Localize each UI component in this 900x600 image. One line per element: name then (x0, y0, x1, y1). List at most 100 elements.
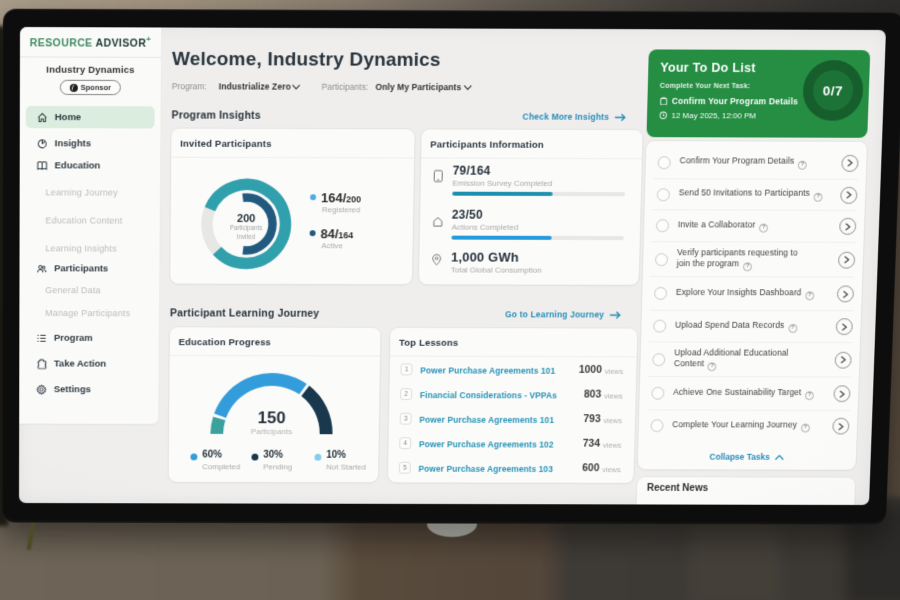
task-row[interactable]: Send 50 Invitations to Participants? (652, 178, 858, 210)
sidebar-item-home[interactable]: Home (25, 105, 155, 129)
task-go-button[interactable] (835, 318, 853, 336)
collapse-tasks-link[interactable]: Collapse Tasks (638, 452, 856, 462)
sidebar-item-program[interactable]: Program (25, 327, 153, 349)
task-row[interactable]: Complete Your Learning Journey? (646, 409, 850, 442)
task-row[interactable]: Invite a Collaborator? (651, 209, 857, 242)
task-go-button[interactable] (832, 417, 850, 435)
donut-caption-1: Participants (229, 224, 263, 233)
consumption-label: Total Global Consumption (450, 265, 542, 275)
task-checkbox[interactable] (654, 252, 669, 266)
task-checkbox[interactable] (654, 286, 668, 300)
go-to-learning-journey-link[interactable]: Go to Learning Journey (504, 309, 621, 320)
task-go-button[interactable] (837, 251, 856, 269)
help-icon[interactable]: ? (805, 391, 815, 401)
help-icon[interactable]: ? (813, 192, 823, 202)
program-filter-label: Program: (171, 81, 207, 92)
task-checkbox[interactable] (657, 155, 671, 169)
task-row[interactable]: Verify participants requesting to join t… (650, 241, 856, 277)
lesson-rank: 1 (400, 363, 413, 376)
task-row[interactable]: Achieve One Sustainability Target? (647, 375, 851, 410)
task-row[interactable]: Confirm Your Program Details? (653, 146, 859, 179)
task-text: Explore Your Insights Dashboard (675, 286, 802, 297)
task-row[interactable]: Upload Spend Data Records? (648, 309, 854, 342)
task-label: Complete Your Learning Journey? (672, 419, 810, 433)
task-row[interactable]: Upload Additional Educational Content? (648, 341, 853, 377)
task-checkbox[interactable] (656, 187, 670, 201)
program-filter-value[interactable]: Industrialize Zero (218, 80, 291, 92)
sidebar-item-participants[interactable]: Participants (25, 257, 153, 279)
task-go-button[interactable] (839, 217, 857, 235)
not-started-dot (314, 453, 322, 461)
participants-filter-value[interactable]: Only My Participants (375, 81, 462, 92)
lesson-link[interactable]: Power Purchase Agreements 101 (420, 365, 556, 376)
help-icon[interactable]: ? (707, 362, 717, 372)
task-checkbox[interactable] (652, 352, 666, 366)
lesson-link[interactable]: Power Purchase Agreements 102 (418, 439, 554, 450)
chevron-right-icon (841, 323, 848, 331)
program-icon (36, 332, 47, 343)
task-go-button[interactable] (834, 351, 852, 369)
app-logo[interactable]: RESOURCE ADVISOR+ (20, 34, 161, 50)
lesson-link[interactable]: Power Purchase Agreements 101 (419, 414, 555, 425)
lesson-link[interactable]: Power Purchase Agreements 103 (418, 463, 554, 474)
task-label: Send 50 Invitations to Participants? (678, 187, 823, 202)
sidebar-item-label: Insights (54, 137, 92, 149)
task-label: Explore Your Insights Dashboard? (676, 287, 815, 301)
sidebar-item-education[interactable]: Education (26, 154, 155, 176)
help-icon[interactable]: ? (742, 262, 753, 272)
task-text: Achieve One Sustainability Target (673, 386, 802, 397)
chevron-down-icon[interactable] (292, 84, 301, 91)
sidebar-item-settings[interactable]: Settings (25, 378, 153, 400)
sidebar-item-learning-journey[interactable]: Learning Journey (45, 187, 118, 198)
task-text: Send 50 Invitations to Participants (678, 187, 810, 198)
sidebar-item-label: Participants (54, 262, 109, 274)
donut-total: 200 (237, 213, 256, 226)
sponsor-badge[interactable]: Sponsor (59, 79, 121, 96)
lesson-views-caption: views (603, 416, 623, 426)
sponsor-label: Sponsor (80, 82, 112, 93)
task-go-button[interactable] (841, 154, 859, 172)
task-go-button[interactable] (833, 385, 851, 403)
task-go-button[interactable] (840, 186, 858, 204)
card-divider (421, 157, 642, 160)
task-row[interactable]: Explore Your Insights Dashboard? (649, 276, 855, 311)
task-go-button[interactable] (836, 285, 855, 303)
participants-information-card: Participants Information 79/164 Emission… (418, 129, 643, 285)
link-label: Go to Learning Journey (504, 309, 605, 320)
chevron-up-icon (775, 453, 785, 460)
sidebar-item-education-content[interactable]: Education Content (45, 215, 123, 226)
task-checkbox[interactable] (651, 386, 665, 400)
sidebar-item-manage-participants[interactable]: Manage Participants (45, 308, 131, 319)
arrow-right-icon (614, 112, 626, 121)
lesson-views-caption: views (602, 465, 621, 475)
lesson-rank: 2 (400, 388, 413, 400)
sidebar-item-insights[interactable]: Insights (26, 132, 155, 155)
lesson-rank: 5 (398, 461, 411, 474)
task-checkbox[interactable] (655, 219, 670, 233)
card-title: Participants Information (430, 139, 544, 151)
pending-pct: 30% (263, 449, 284, 461)
sidebar-item-general-data[interactable]: General Data (45, 285, 101, 296)
check-more-insights-link[interactable]: Check More Insights (522, 112, 626, 122)
lesson-link[interactable]: Financial Considerations - VPPAs (419, 390, 558, 401)
donut-center-label: 200 Participants Invited (216, 213, 276, 242)
sidebar-item-take-action[interactable]: Take Action (25, 353, 153, 375)
chevron-right-icon (844, 222, 851, 230)
help-icon[interactable]: ? (797, 160, 808, 170)
help-icon[interactable]: ? (800, 424, 810, 433)
task-checkbox[interactable] (653, 319, 667, 333)
sidebar: RESOURCE ADVISOR+ Industry Dynamics Spon… (19, 27, 162, 424)
help-icon[interactable]: ? (788, 324, 798, 334)
top-lessons-card: Top Lessons 1 Power Purchase Agreements … (387, 327, 638, 483)
help-icon[interactable]: ? (759, 224, 769, 234)
sponsor-icon (69, 83, 78, 92)
lesson-views: 803 (583, 388, 602, 401)
chevron-down-icon[interactable] (463, 84, 472, 91)
sidebar-item-learning-insights[interactable]: Learning Insights (45, 243, 117, 254)
help-icon[interactable]: ? (805, 291, 815, 301)
chevron-right-icon (840, 356, 847, 364)
task-checkbox[interactable] (650, 419, 664, 433)
dashboard-screen: RESOURCE ADVISOR+ Industry Dynamics Spon… (19, 27, 886, 506)
lesson-views-caption: views (602, 440, 622, 450)
lesson-views-caption: views (604, 391, 623, 401)
